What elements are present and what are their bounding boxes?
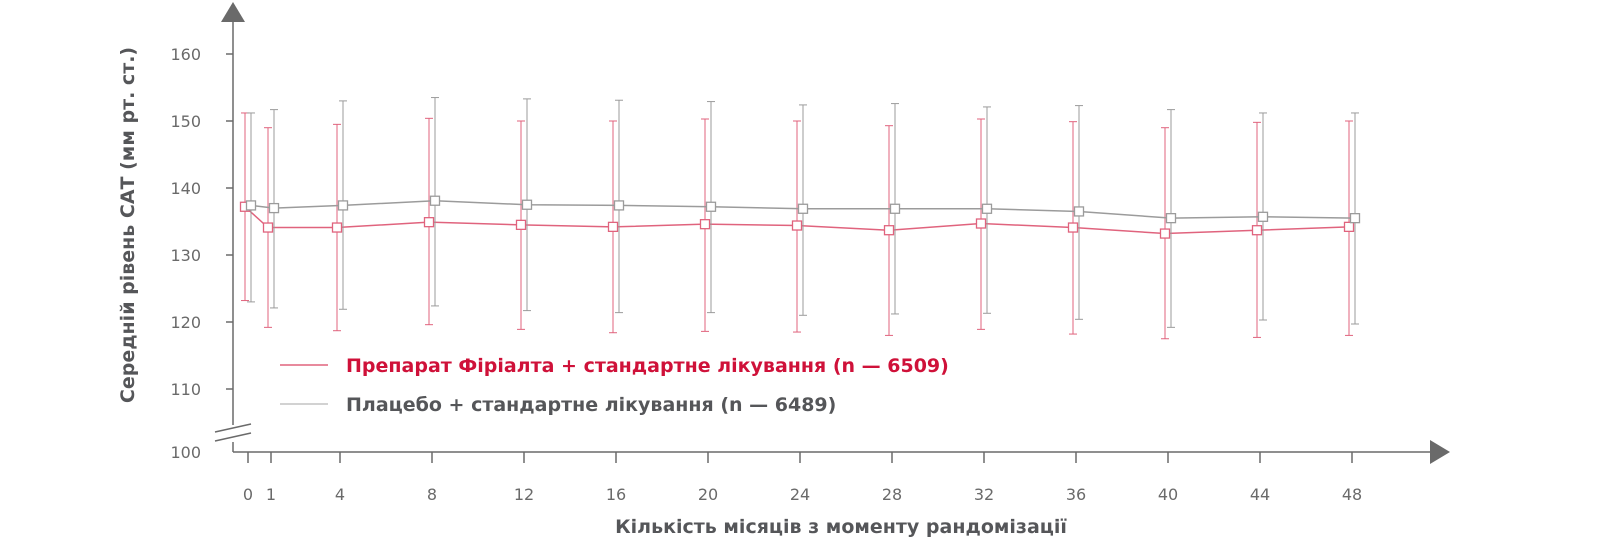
x-ticks: 0 1 4 8 12 16 20 24 28 32 36 40 44 48 (243, 452, 1362, 504)
y-tick-label: 110 (170, 380, 201, 399)
axis-break-mark (214, 432, 252, 442)
data-point (981, 203, 993, 214)
y-ticks: 100 110 120 130 140 150 160 (170, 45, 233, 462)
data-point (337, 200, 349, 211)
data-point (268, 202, 280, 214)
data-point (1343, 221, 1355, 233)
data-point (1067, 222, 1079, 233)
legend-label-firialta: Препарат Фіріалта + стандартне лікування… (346, 355, 949, 377)
x-tick-label: 32 (974, 485, 994, 504)
data-point (613, 200, 625, 211)
data-point (423, 217, 435, 228)
x-tick-label: 28 (882, 485, 902, 504)
x-tick-label: 0 (243, 485, 253, 504)
x-tick-label: 12 (514, 485, 534, 504)
data-point (705, 201, 717, 212)
data-point (521, 199, 533, 210)
y-tick-label: 160 (170, 45, 201, 64)
legend: Препарат Фіріалта + стандартне лікування… (280, 355, 949, 416)
data-point (331, 222, 343, 233)
data-point (699, 219, 711, 230)
y-tick-label: 140 (170, 179, 201, 198)
y-tick-label: 130 (170, 246, 201, 265)
y-tick-label: 150 (170, 112, 201, 131)
data-point (797, 203, 809, 214)
x-tick-label: 48 (1342, 485, 1362, 504)
data-point (245, 200, 257, 211)
x-tick-label: 36 (1066, 485, 1086, 504)
x-axis-arrow-icon (1430, 440, 1450, 464)
series-placebo (245, 97, 1361, 328)
y-axis-arrow-icon (221, 2, 245, 22)
data-point (262, 222, 274, 233)
legend-label-placebo: Плацебо + стандартне лікування (n — 6489… (346, 394, 836, 416)
series-layer (239, 97, 1361, 340)
x-tick-label: 16 (606, 485, 626, 504)
axis-break-mark (214, 423, 252, 433)
y-tick-label: 100 (170, 443, 201, 462)
x-tick-label: 24 (790, 485, 810, 504)
data-point (791, 220, 803, 231)
y-axis-title: Середній рівень САТ (мм рт. ст.) (117, 47, 139, 403)
data-point (1073, 206, 1085, 217)
data-point (883, 225, 895, 236)
data-point (1159, 228, 1171, 239)
series-line (244, 206, 1350, 235)
data-point (975, 218, 987, 229)
data-point (1165, 212, 1177, 224)
x-tick-label: 20 (698, 485, 718, 504)
data-point (429, 195, 441, 206)
series-line (250, 199, 1356, 219)
data-point (1349, 212, 1361, 224)
data-point (1251, 225, 1263, 236)
data-point (889, 203, 901, 214)
x-tick-label: 44 (1250, 485, 1270, 504)
data-point (607, 221, 619, 233)
series-firialta (239, 112, 1355, 340)
x-tick-label: 4 (335, 485, 345, 504)
data-point (515, 219, 527, 231)
data-point (1257, 211, 1269, 222)
x-tick-label: 8 (427, 485, 437, 504)
x-axis-title: Кількість місяців з моменту рандомізації (615, 516, 1067, 538)
x-tick-label: 40 (1158, 485, 1178, 504)
x-tick-label: 1 (266, 485, 276, 504)
y-tick-label: 120 (170, 313, 201, 332)
